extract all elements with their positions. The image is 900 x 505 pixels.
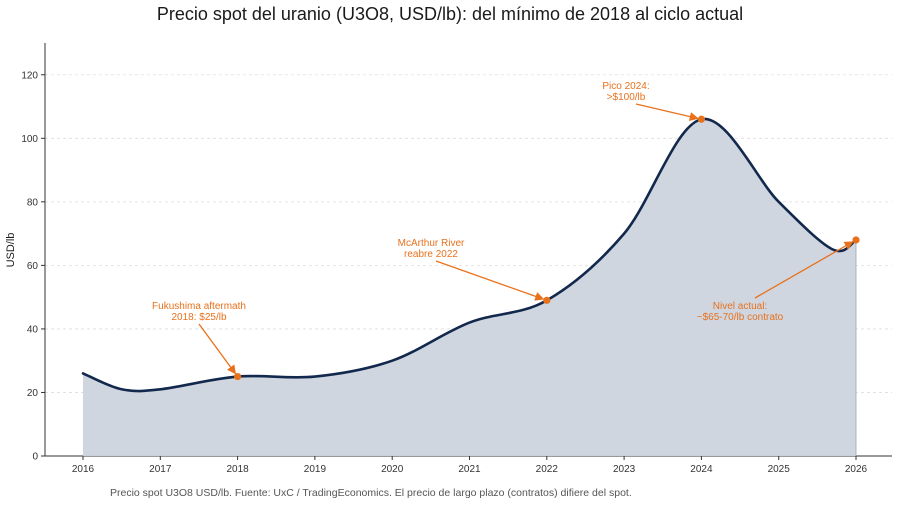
y-tick-label: 20 — [27, 388, 39, 399]
y-tick-label: 0 — [32, 452, 38, 463]
y-tick-label: 40 — [27, 324, 39, 335]
annotation-arrow — [435, 260, 545, 301]
annotation-label: McArthur River — [398, 238, 465, 249]
annotation-label: Fukushima aftermath — [152, 301, 246, 312]
annotation-arrow — [198, 323, 237, 375]
y-tick-label: 120 — [21, 70, 38, 81]
chart-footnote: Precio spot U3O8 USD/lb. Fuente: UxC / T… — [110, 487, 632, 499]
annotation-marker — [234, 372, 242, 381]
annotation-marker — [697, 115, 706, 123]
x-tick-label: 2024 — [690, 464, 713, 475]
x-tick-label: 2025 — [768, 464, 791, 475]
y-tick-label: 80 — [27, 197, 39, 208]
annotation-label: >$100/lb — [607, 92, 646, 103]
series-area — [83, 118, 856, 456]
y-tick-label: 60 — [27, 261, 39, 272]
x-tick-label: 2022 — [536, 464, 559, 475]
x-tick-label: 2017 — [149, 464, 172, 475]
x-tick-label: 2016 — [72, 464, 95, 475]
series-line — [81, 117, 858, 393]
x-tick-label: 2019 — [304, 464, 327, 475]
annotation-arrow — [754, 241, 854, 299]
x-tick-label: 2023 — [613, 464, 636, 475]
annotation-label: Nivel actual: — [713, 301, 767, 312]
annotation-arrow — [635, 103, 699, 121]
annotation-marker — [852, 236, 860, 244]
x-tick-label: 2018 — [226, 464, 249, 475]
x-tick-label: 2026 — [845, 464, 868, 475]
chart-title: Precio spot del uranio (U3O8, USD/lb): d… — [156, 4, 744, 24]
annotation-label: reabre 2022 — [404, 249, 458, 260]
annotation-label: Pico 2024: — [602, 81, 649, 92]
annotation-label: 2018: $25/lb — [171, 312, 226, 323]
x-tick-label: 2020 — [381, 464, 404, 475]
y-axis-label: USD/lb — [5, 233, 17, 268]
y-tick-label: 100 — [21, 134, 38, 145]
annotation-label: ~$65-70/lb contrato — [697, 312, 784, 323]
x-tick-label: 2021 — [458, 464, 481, 475]
annotation-marker — [543, 296, 551, 304]
